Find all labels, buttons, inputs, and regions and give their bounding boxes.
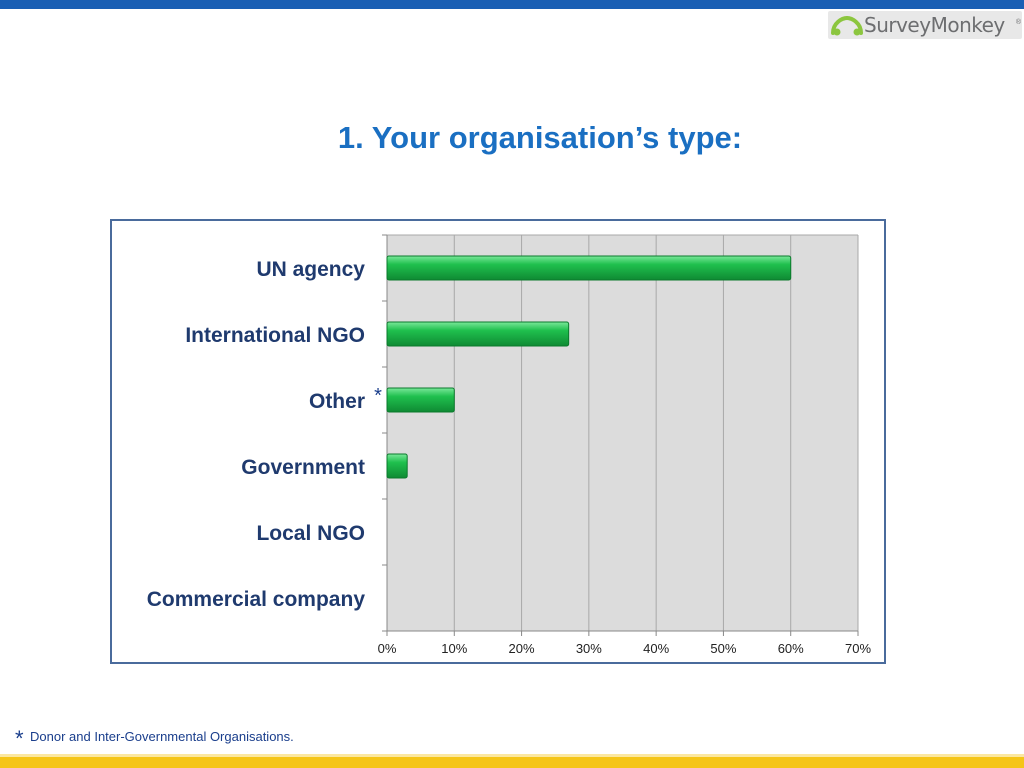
x-tick-label: 0% bbox=[378, 641, 397, 656]
footnote-marker: * bbox=[15, 726, 24, 751]
logo-text: SurveyMonkey bbox=[864, 13, 1005, 37]
category-label: UN agency bbox=[256, 258, 365, 281]
x-tick-label: 60% bbox=[778, 641, 804, 656]
x-tick-label: 10% bbox=[441, 641, 467, 656]
bar bbox=[386, 453, 408, 479]
logo-registered-mark: ® bbox=[1015, 19, 1021, 26]
top-accent-bar bbox=[0, 0, 1024, 9]
page-title: 1. Your organisation’s type: bbox=[337, 120, 743, 155]
category-label: Commercial company bbox=[147, 588, 366, 611]
x-tick-label: 70% bbox=[845, 641, 871, 656]
category-label: Local NGO bbox=[256, 522, 365, 545]
x-tick-label: 20% bbox=[509, 641, 535, 656]
category-label: Other bbox=[309, 390, 365, 413]
footnote: * Donor and Inter-Governmental Organisat… bbox=[15, 726, 294, 752]
monkey-logo-icon bbox=[831, 15, 863, 36]
surveymonkey-logo: SurveyMonkey ® bbox=[828, 11, 1022, 39]
x-tick-label: 30% bbox=[576, 641, 602, 656]
x-tick-label: 50% bbox=[710, 641, 736, 656]
category-label: Government bbox=[241, 456, 365, 479]
category-label: International NGO bbox=[185, 324, 365, 347]
bar bbox=[386, 387, 455, 413]
bar bbox=[386, 255, 792, 281]
bar bbox=[386, 321, 570, 347]
bottom-accent-bar bbox=[0, 757, 1024, 768]
bottom-accent-line bbox=[0, 754, 1024, 757]
x-tick-label: 40% bbox=[643, 641, 669, 656]
footnote-text: Donor and Inter-Governmental Organisatio… bbox=[30, 729, 294, 745]
annotation-marker: * bbox=[374, 385, 382, 407]
plot-background bbox=[387, 235, 858, 631]
bar-chart: 0% 10% 20% 30% 40% 50% 60% 70% UN agency Internat… bbox=[147, 234, 871, 656]
